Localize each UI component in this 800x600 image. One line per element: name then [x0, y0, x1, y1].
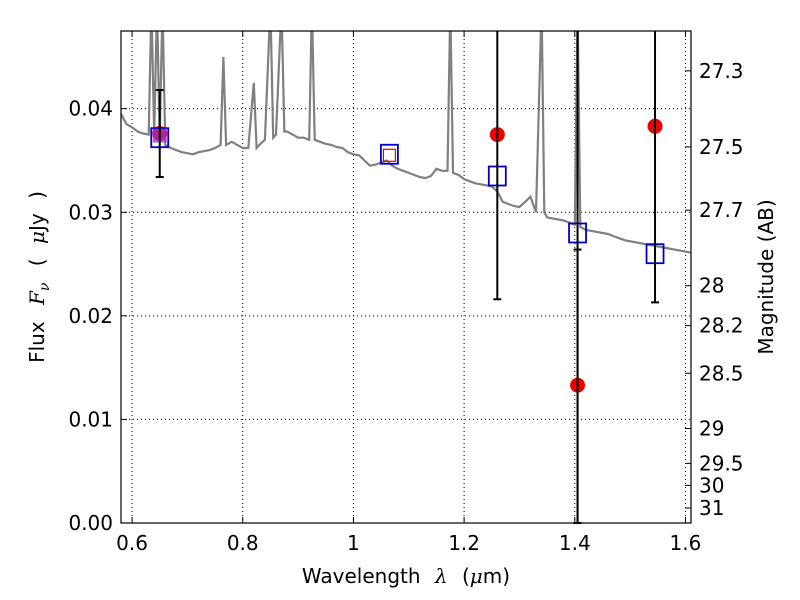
y2-tick-label: 29.5 — [699, 451, 744, 475]
x-axis-ticks: 0.6 0.8 1 1.2 1.4 1.6 — [116, 31, 701, 555]
y2-tick-label: 28.2 — [699, 314, 744, 338]
x-axis-title: Wavelength λ (μm) — [302, 564, 510, 588]
y-tick-label: 0.01 — [68, 407, 113, 431]
error-bars — [155, 31, 660, 524]
y-tick-label: 0.04 — [68, 97, 113, 121]
plot-area — [121, 31, 691, 393]
x-tick-label: 1.4 — [559, 531, 591, 555]
x-tick-label: 1.2 — [448, 531, 480, 555]
y-axis-ticks: 0.00 0.01 0.02 0.03 0.04 — [68, 97, 127, 535]
y2-tick-label: 27.7 — [699, 198, 744, 222]
y-axis-title: Flux Fν ( μJy ) — [25, 191, 54, 363]
y2-tick-label: 27.5 — [699, 135, 744, 159]
model-spectrum-line — [121, 31, 691, 254]
y-tick-label: 0.03 — [68, 200, 113, 224]
data-markers — [150, 118, 665, 393]
plot-frame — [120, 30, 692, 524]
y2-tick-label: 27.3 — [699, 59, 744, 83]
red-square-marker — [382, 148, 396, 162]
y2-axis-title: Magnitude (AB) — [754, 199, 778, 354]
blue-square-marker — [379, 143, 399, 165]
x-tick-label: 1 — [347, 531, 360, 555]
x-tick-label: 1.6 — [670, 531, 702, 555]
x-tick-label: 0.8 — [227, 531, 259, 555]
y-tick-label: 0.02 — [68, 304, 113, 328]
y-tick-label: 0.00 — [68, 511, 113, 535]
x-tick-label: 0.6 — [116, 531, 148, 555]
y2-tick-label: 29 — [699, 417, 724, 441]
y2-tick-label: 30 — [699, 473, 724, 497]
y2-tick-label: 28 — [699, 274, 724, 298]
y2-tick-label: 31 — [699, 496, 724, 520]
grid — [121, 31, 691, 524]
y2-tick-label: 28.5 — [699, 361, 744, 385]
